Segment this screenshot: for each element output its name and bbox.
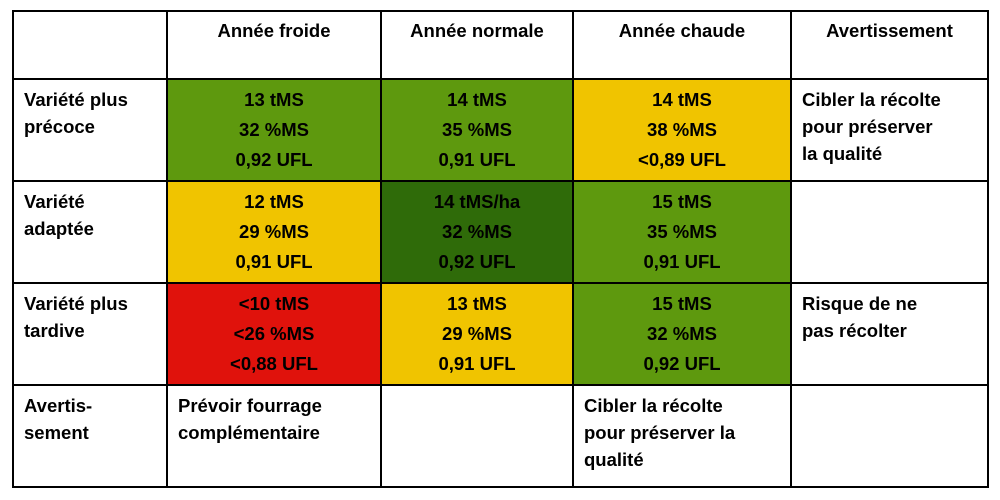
row-label-adapted: Variété adaptée <box>12 180 168 284</box>
row-label-line: Variété <box>24 191 85 212</box>
value-cell: 12 tMS 29 %MS 0,91 UFL <box>166 180 382 284</box>
row-label-line: sement <box>24 422 89 443</box>
dry-matter-value: 38 %MS <box>647 119 717 140</box>
ufl-value: <0,88 UFL <box>230 353 318 374</box>
warning-line: complémentaire <box>178 422 320 443</box>
yield-value: <10 tMS <box>238 293 310 314</box>
ufl-value: <0,89 UFL <box>638 149 726 170</box>
warning-line: qualité <box>584 449 644 470</box>
row-label-warning: Avertis- sement <box>12 384 168 488</box>
row-early-variety: Variété plus précoce 13 tMS 32 %MS 0,92 … <box>12 78 989 182</box>
row-label-late: Variété plus tardive <box>12 282 168 386</box>
value-cell: 13 tMS 32 %MS 0,92 UFL <box>166 78 382 182</box>
warning-line: pour préserver la <box>584 422 736 443</box>
yield-value: 14 tMS/ha <box>433 191 521 212</box>
value-cell: 14 tMS 35 %MS 0,91 UFL <box>380 78 574 182</box>
warning-cell-hot: Cibler la récolte pour préserver la qual… <box>572 384 792 488</box>
value-cell: <10 tMS <26 %MS <0,88 UFL <box>166 282 382 386</box>
col-header-hot-year: Année chaude <box>572 10 792 80</box>
yield-value: 15 tMS <box>652 293 712 314</box>
warning-line: pas récolter <box>802 320 907 341</box>
warning-cell: Cibler la récolte pour préserver la qual… <box>790 78 989 182</box>
corner-cell <box>12 10 168 80</box>
yield-value: 14 tMS <box>652 89 712 110</box>
row-label-line: Variété plus <box>24 89 128 110</box>
value-cell: 14 tMS 38 %MS <0,89 UFL <box>572 78 792 182</box>
warning-line: Cibler la récolte <box>584 395 723 416</box>
value-cell: 15 tMS 35 %MS 0,91 UFL <box>572 180 792 284</box>
row-label-line: Variété plus <box>24 293 128 314</box>
warning-line: Cibler la récolte <box>802 89 941 110</box>
dry-matter-value: <26 %MS <box>233 323 315 344</box>
warning-cell: Risque de ne pas récolter <box>790 282 989 386</box>
dry-matter-value: 32 %MS <box>647 323 717 344</box>
yield-value: 12 tMS <box>244 191 304 212</box>
warning-cell-corner <box>790 384 989 488</box>
ufl-value: 0,91 UFL <box>643 251 721 272</box>
dry-matter-value: 32 %MS <box>239 119 309 140</box>
header-row: Année froide Année normale Année chaude … <box>12 10 989 80</box>
ufl-value: 0,91 UFL <box>235 251 313 272</box>
warning-cell-normal <box>380 384 574 488</box>
footer-warning-row: Avertis- sement Prévoir fourrage complém… <box>12 384 989 488</box>
row-adapted-variety: Variété adaptée 12 tMS 29 %MS 0,91 UFL 1… <box>12 180 989 284</box>
value-cell: 14 tMS/ha 32 %MS 0,92 UFL <box>380 180 574 284</box>
dry-matter-value: 35 %MS <box>442 119 512 140</box>
row-label-line: Avertis- <box>24 395 93 416</box>
dry-matter-value: 35 %MS <box>647 221 717 242</box>
warning-line: pour préserver <box>802 116 933 137</box>
ufl-value: 0,92 UFL <box>438 251 516 272</box>
value-cell: 15 tMS 32 %MS 0,92 UFL <box>572 282 792 386</box>
col-header-warning: Avertissement <box>790 10 989 80</box>
yield-value: 13 tMS <box>447 293 507 314</box>
ufl-value: 0,91 UFL <box>438 353 516 374</box>
dry-matter-value: 29 %MS <box>239 221 309 242</box>
warning-cell-cold: Prévoir fourrage complémentaire <box>166 384 382 488</box>
yield-value: 15 tMS <box>652 191 712 212</box>
row-late-variety: Variété plus tardive <10 tMS <26 %MS <0,… <box>12 282 989 386</box>
row-label-early: Variété plus précoce <box>12 78 168 182</box>
yield-value: 13 tMS <box>244 89 304 110</box>
warning-line: Risque de ne <box>802 293 918 314</box>
dry-matter-value: 32 %MS <box>442 221 512 242</box>
ufl-value: 0,91 UFL <box>438 149 516 170</box>
row-label-line: précoce <box>24 116 95 137</box>
dry-matter-value: 29 %MS <box>442 323 512 344</box>
value-cell: 13 tMS 29 %MS 0,91 UFL <box>380 282 574 386</box>
warning-line: Prévoir fourrage <box>178 395 322 416</box>
col-header-normal-year: Année normale <box>380 10 574 80</box>
ufl-value: 0,92 UFL <box>235 149 313 170</box>
col-header-cold-year: Année froide <box>166 10 382 80</box>
warning-cell <box>790 180 989 284</box>
forage-scenario-table: Année froide Année normale Année chaude … <box>12 10 989 488</box>
ufl-value: 0,92 UFL <box>643 353 721 374</box>
row-label-line: adaptée <box>24 218 94 239</box>
row-label-line: tardive <box>24 320 85 341</box>
yield-value: 14 tMS <box>447 89 507 110</box>
warning-line: la qualité <box>802 143 883 164</box>
